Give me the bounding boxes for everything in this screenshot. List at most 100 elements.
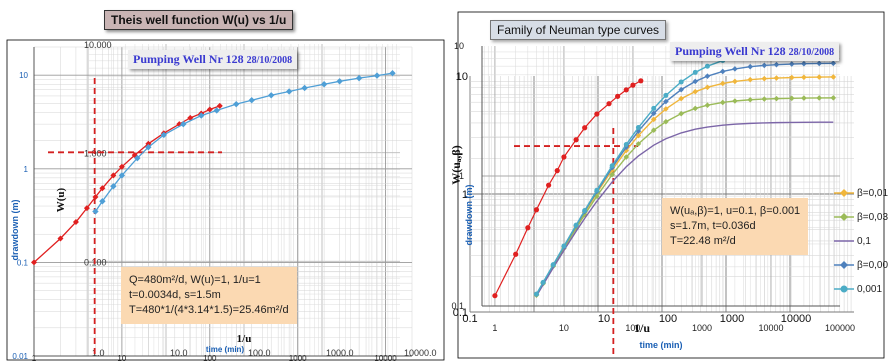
neuman-measured-point xyxy=(594,111,600,117)
neuman-measured-point xyxy=(623,87,629,93)
neuman-curve-point xyxy=(719,80,726,87)
neuman-y-tick-label: 10 xyxy=(454,41,464,51)
theis-data-point xyxy=(99,185,106,192)
theis-x-tick-label: 10000 xyxy=(374,354,397,363)
theis-data-point xyxy=(216,102,223,109)
neuman-chart-title: Family of Neuman type curves xyxy=(490,20,667,40)
neuman-x-tick-label: 100000 xyxy=(825,323,855,333)
neuman-curve-point xyxy=(635,141,642,147)
neuman-curve-point xyxy=(594,187,600,193)
theis-y-tick-label: 1 xyxy=(24,165,29,174)
neuman-curve-point xyxy=(761,96,768,102)
neuman-y-tick-label: 1 xyxy=(459,171,464,181)
neuman-curve-point xyxy=(816,95,823,101)
neuman-wu-label: W(uₐ,β) xyxy=(449,145,463,185)
neuman-curve-point xyxy=(651,105,657,111)
neuman-type-curve xyxy=(535,121,834,297)
neuman-type-curve xyxy=(535,97,834,296)
neuman-y-tick-label: 0.1 xyxy=(451,301,464,311)
neuman-info-box: W(uₐ,β)=1, u=0.1, β=0.001 s=1.7m, t=0.03… xyxy=(662,198,809,255)
neuman-type-curve xyxy=(535,76,834,295)
neuman-curve-point xyxy=(635,132,642,139)
theis-data-point xyxy=(99,198,106,205)
neuman-frame xyxy=(457,11,885,359)
neuman-curve-point xyxy=(719,68,726,75)
neuman-curve-point xyxy=(678,95,684,102)
theis-data-point xyxy=(110,183,117,190)
neuman-overlay-x-tick-label: 1000 xyxy=(720,313,744,325)
neuman-measured-point xyxy=(513,251,519,257)
legend-item: 0,1 xyxy=(834,234,888,248)
theis-overlay-x-tick-label: 10000.0 xyxy=(404,348,437,358)
neuman-curve-point xyxy=(678,86,684,93)
neuman-overlay-x-tick-label: 10000 xyxy=(781,313,812,325)
neuman-curve-point xyxy=(830,60,837,67)
neuman-curve-point xyxy=(692,78,699,85)
neuman-curve-point xyxy=(816,60,823,67)
theis-data-point xyxy=(320,81,328,88)
neuman-curve-point xyxy=(747,76,754,83)
theis-data-point xyxy=(134,154,141,162)
theis-well-date: 28/10/2008 xyxy=(246,55,293,66)
legend-swatch xyxy=(834,213,854,221)
neuman-curve-point xyxy=(635,128,642,134)
neuman-curve-point xyxy=(732,78,738,85)
theis-info-box: Q=480m²/d, W(u)=1, 1/u=1 t=0.0034d, s=1.… xyxy=(121,267,297,324)
neuman-legend: β=0,01 β=0,03 0,1 β=0,00 0,001 xyxy=(834,186,888,296)
legend-swatch xyxy=(834,240,854,242)
neuman-curve-point xyxy=(550,262,556,268)
neuman-curve-point xyxy=(773,75,780,81)
neuman-curve-point xyxy=(650,127,657,134)
neuman-info-line: T=22.48 m²/d xyxy=(670,235,736,247)
neuman-curve-point xyxy=(635,125,641,131)
neuman-curve-point xyxy=(747,96,754,103)
theis-y-tick-label: 0.01 xyxy=(12,352,28,361)
theis-x-tick-label: 1 xyxy=(32,354,37,363)
neuman-info-line: W(uₐ,β)=1, u=0.1, β=0.001 xyxy=(670,205,801,217)
theis-data-point xyxy=(206,106,213,113)
theis-data-point xyxy=(110,172,117,179)
neuman-curve-point xyxy=(816,74,823,80)
neuman-measured-point xyxy=(638,78,644,84)
theis-x-tick-label: 100 xyxy=(203,354,217,363)
theis-y-axis-label: drawdown (m) xyxy=(10,200,20,261)
neuman-curve-point xyxy=(582,207,588,213)
theis-well-label: Pumping Well Nr 128 28/10/2008 xyxy=(128,50,298,69)
legend-swatch xyxy=(834,189,854,197)
neuman-chart: 1 10 100 1000 10000 100000 0.1 1 10 0.1 10 100 1000 1… xyxy=(449,11,885,359)
neuman-curve-point xyxy=(692,105,699,112)
neuman-curve-point xyxy=(573,222,579,228)
neuman-well-date: 28/10/2008 xyxy=(788,47,835,58)
neuman-x-tick-label: 10000 xyxy=(758,323,783,333)
neuman-curve-point xyxy=(650,110,657,117)
theis-inv-u-label: 1/u xyxy=(237,333,252,345)
neuman-measured-point xyxy=(573,137,579,143)
neuman-curve-point xyxy=(663,106,669,112)
theis-overlay-x-tick-label: 100.0 xyxy=(248,348,271,358)
theis-y-tick-label: 0.1 xyxy=(17,258,29,267)
theis-data-point xyxy=(118,172,126,179)
legend-label: β=0,01 xyxy=(857,187,889,199)
neuman-curve-point xyxy=(609,163,615,169)
neuman-y-axis-label: drawdown (m) xyxy=(464,185,474,246)
neuman-curve-point xyxy=(623,141,629,147)
neuman-curve-point xyxy=(747,63,754,70)
theis-data-point xyxy=(268,92,275,99)
neuman-curve-point xyxy=(704,63,710,69)
neuman-well-name: Pumping Well Nr 128 xyxy=(675,44,786,58)
theis-data-point xyxy=(92,208,99,215)
neuman-curve-point xyxy=(830,74,837,80)
neuman-curve-point xyxy=(788,95,795,102)
theis-data-point xyxy=(389,69,396,77)
theis-data-point xyxy=(72,219,79,226)
neuman-measured-point xyxy=(525,225,531,231)
theis-frame xyxy=(6,39,445,361)
theis-data-point xyxy=(160,131,168,139)
neuman-curve-point xyxy=(732,66,738,72)
neuman-x-axis-label: time (min) xyxy=(639,340,682,350)
neuman-curve-point xyxy=(801,95,807,101)
theis-data-point xyxy=(285,88,293,95)
neuman-curve-point xyxy=(663,92,669,98)
legend-item: 0,001 xyxy=(834,282,888,296)
neuman-curve-point xyxy=(678,79,684,85)
